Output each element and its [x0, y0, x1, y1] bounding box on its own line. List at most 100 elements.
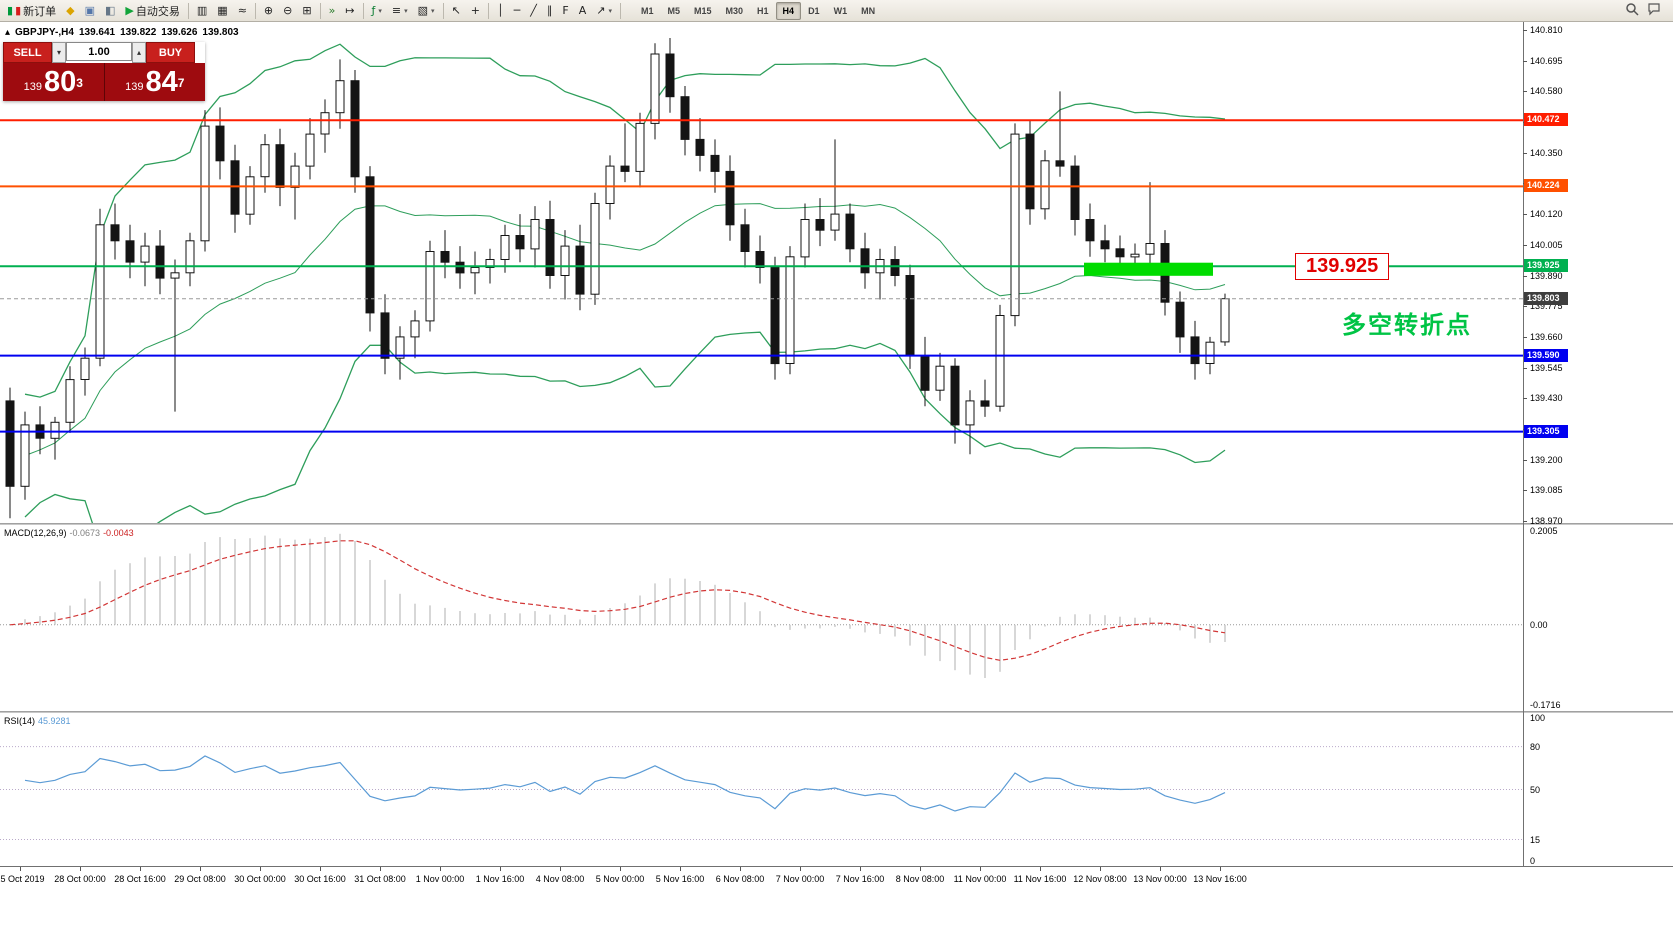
new-order-button[interactable]: ▮ ▮ 新订单 — [2, 1, 61, 21]
data-window-button[interactable]: ▣ — [80, 1, 100, 21]
price-axis-label: 140.235 — [1530, 178, 1563, 189]
macd-axis-label: -0.1716 — [1530, 700, 1561, 710]
navigator-button[interactable]: ◧ — [100, 1, 120, 21]
cursor-button[interactable]: ↖ — [447, 1, 466, 21]
price-axis-label: 139.660 — [1530, 331, 1563, 342]
bull-candle — [185, 240, 195, 274]
templates-button[interactable]: ▧ ▾ — [413, 1, 440, 21]
bull-candle — [305, 133, 315, 167]
chart-shift-button[interactable]: ↦ — [340, 1, 359, 21]
timeframe-w1-button[interactable]: W1 — [827, 2, 855, 20]
market-watch-button[interactable]: ◆ — [61, 1, 79, 21]
price-axis-label: 140.695 — [1530, 55, 1563, 66]
macd-name: MACD(12,26,9) — [4, 528, 67, 538]
bear-candle — [905, 275, 915, 357]
indicators-button[interactable]: ƒ ▾ — [367, 1, 387, 21]
volume-increase-button[interactable]: ▴ — [132, 42, 146, 63]
rsi-canvas[interactable] — [0, 713, 1523, 866]
auto-scroll-button[interactable]: » — [324, 1, 341, 21]
channel-button[interactable]: ∥ — [542, 1, 558, 21]
zoom-in-button[interactable]: ⊕ — [259, 1, 278, 21]
time-axis-label: 7 Nov 16:00 — [835, 874, 885, 884]
time-axis-tick — [500, 867, 501, 871]
buy-button[interactable]: BUY — [146, 42, 195, 63]
bollinger-middle — [24, 203, 1226, 457]
price-chart-canvas[interactable] — [0, 22, 1523, 523]
bull-candle — [785, 256, 795, 364]
fibonacci-button[interactable]: F — [557, 1, 573, 21]
vertical-line-button[interactable]: │ — [492, 1, 509, 21]
timeframe-m30-button[interactable]: M30 — [719, 2, 751, 20]
highlight-zone[interactable] — [1084, 262, 1213, 276]
tile-windows-icon: ⊞ — [302, 4, 312, 17]
arrows-button[interactable]: ↗ ▾ — [591, 1, 617, 21]
chevron-down-icon: ▾ — [404, 7, 408, 15]
bull-candle — [500, 235, 510, 260]
zoom-in-icon: ⊕ — [263, 4, 274, 17]
bar-chart-button[interactable]: ▥ — [192, 1, 212, 21]
periods-button[interactable]: ≡ ▾ — [387, 1, 413, 21]
price-badge-140.472: 140.472 — [1524, 113, 1568, 127]
bear-candle — [725, 170, 735, 226]
volume-input[interactable] — [66, 42, 132, 61]
time-axis-label: 29 Oct 08:00 — [174, 874, 226, 884]
line-chart-button[interactable]: ≈ — [233, 1, 252, 21]
timeframe-m15-button[interactable]: M15 — [687, 2, 719, 20]
macd-canvas[interactable] — [0, 525, 1523, 711]
bull-candle — [1145, 243, 1155, 255]
rsi-axis-label: 50 — [1530, 784, 1541, 795]
timeframe-mn-button[interactable]: MN — [854, 2, 882, 20]
text-button[interactable]: A — [574, 1, 592, 21]
data-window-icon: ▣ — [84, 4, 95, 17]
trade-panel-prices: 139 80 3 139 84 7 — [3, 63, 205, 101]
time-axis-tick — [80, 867, 81, 871]
timeframe-m1-button[interactable]: M1 — [634, 2, 661, 20]
bull-candle — [425, 251, 435, 322]
bull-candle — [80, 357, 90, 381]
auto-trading-button[interactable]: ▶ 自动交易 — [120, 1, 184, 21]
bull-candle — [335, 80, 345, 114]
time-axis-tick — [320, 867, 321, 871]
candlestick-chart-icon: ▦ — [217, 4, 228, 17]
candlestick-chart-button[interactable]: ▦ — [212, 1, 232, 21]
bear-candle — [1115, 248, 1125, 258]
bear-candle — [155, 245, 165, 279]
bear-candle — [695, 138, 705, 156]
toolbar-buttons: ▮ ▮ 新订单 ◆ ▣ ◧ ▶ 自动交易 ▥ ▦ ≈ ⊕ ⊖ ⊞ » ↦ ƒ ▾ ≡ ▾ ▧ ▾ ↖ + │ ─ ╱ ∥ F A ↗ ▾ — [2, 0, 624, 22]
search-button[interactable] — [1625, 2, 1639, 19]
time-axis-tick — [440, 867, 441, 871]
timeframe-h4-button[interactable]: H4 — [775, 1, 802, 20]
turning-point-annotation[interactable]: 多空转折点 — [1342, 312, 1472, 339]
bull-candle — [635, 122, 645, 172]
bear-candle — [455, 261, 465, 274]
price-axis-label: 140.580 — [1530, 86, 1563, 97]
chat-button[interactable] — [1647, 2, 1661, 19]
time-axis-label: 28 Oct 16:00 — [114, 874, 166, 884]
bull-candle — [965, 400, 975, 426]
sell-button[interactable]: SELL — [3, 42, 52, 63]
panel-separator[interactable] — [0, 523, 1673, 525]
time-axis-label: 11 Nov 16:00 — [1013, 874, 1067, 884]
toolbar-separator — [619, 2, 621, 19]
buy-price[interactable]: 139 84 7 — [103, 63, 205, 101]
volume-decrease-button[interactable]: ▾ — [52, 42, 66, 63]
bull-candle — [200, 125, 210, 242]
sell-price[interactable]: 139 80 3 — [3, 63, 104, 101]
trendline-button[interactable]: ╱ — [525, 1, 542, 21]
price-badge-139.305: 139.305 — [1524, 424, 1568, 438]
bear-candle — [275, 144, 285, 188]
timeframe-d1-button[interactable]: D1 — [801, 2, 827, 20]
toolbar-separator — [362, 2, 364, 19]
panel-separator[interactable] — [0, 711, 1673, 713]
zoom-out-button[interactable]: ⊖ — [278, 1, 297, 21]
tile-windows-button[interactable]: ⊞ — [297, 1, 316, 21]
timeframe-h1-button[interactable]: H1 — [750, 2, 776, 20]
horizontal-line-button[interactable]: ─ — [509, 1, 526, 21]
timeframe-m5-button[interactable]: M5 — [660, 2, 687, 20]
price-annotation[interactable]: 139.925 — [1295, 253, 1390, 280]
bull-candle — [320, 112, 330, 135]
fibonacci-icon: F — [562, 4, 569, 17]
bull-candle — [395, 336, 405, 359]
crosshair-button[interactable]: + — [466, 1, 485, 21]
macd-axis-label: 0.2005 — [1530, 526, 1558, 536]
